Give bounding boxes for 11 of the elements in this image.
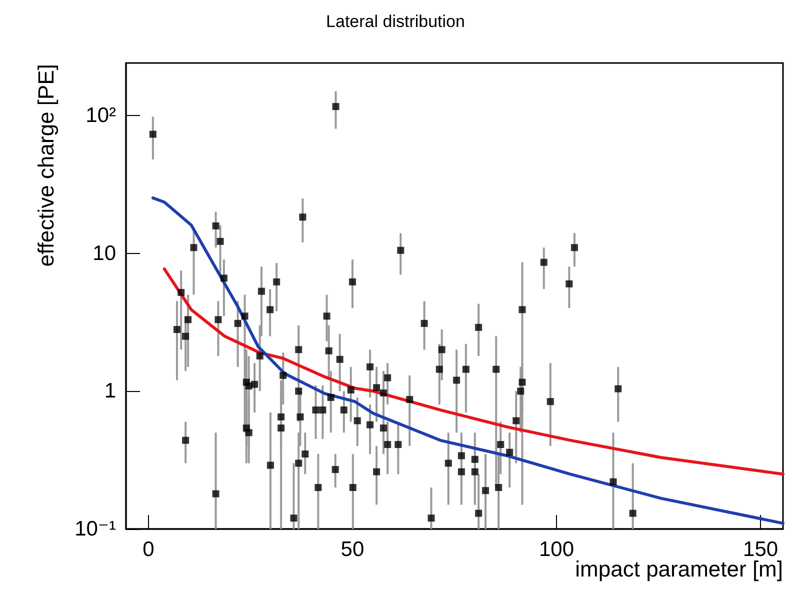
y-tick-label: 1 [104, 380, 116, 403]
x-tick-label: 100 [538, 538, 574, 561]
x-tick-label: 0 [142, 538, 154, 561]
line-series [162, 267, 784, 476]
line-series [151, 196, 784, 525]
chart-title: Lateral distribution [326, 12, 465, 31]
x-tick-label: 50 [340, 538, 364, 561]
y-axis-title: effective charge [PE] [34, 64, 58, 267]
y-tick-label: 10 [92, 242, 116, 265]
y-tick-label: 10⁻¹ [74, 518, 116, 540]
y-tick-label: 10² [86, 104, 116, 127]
